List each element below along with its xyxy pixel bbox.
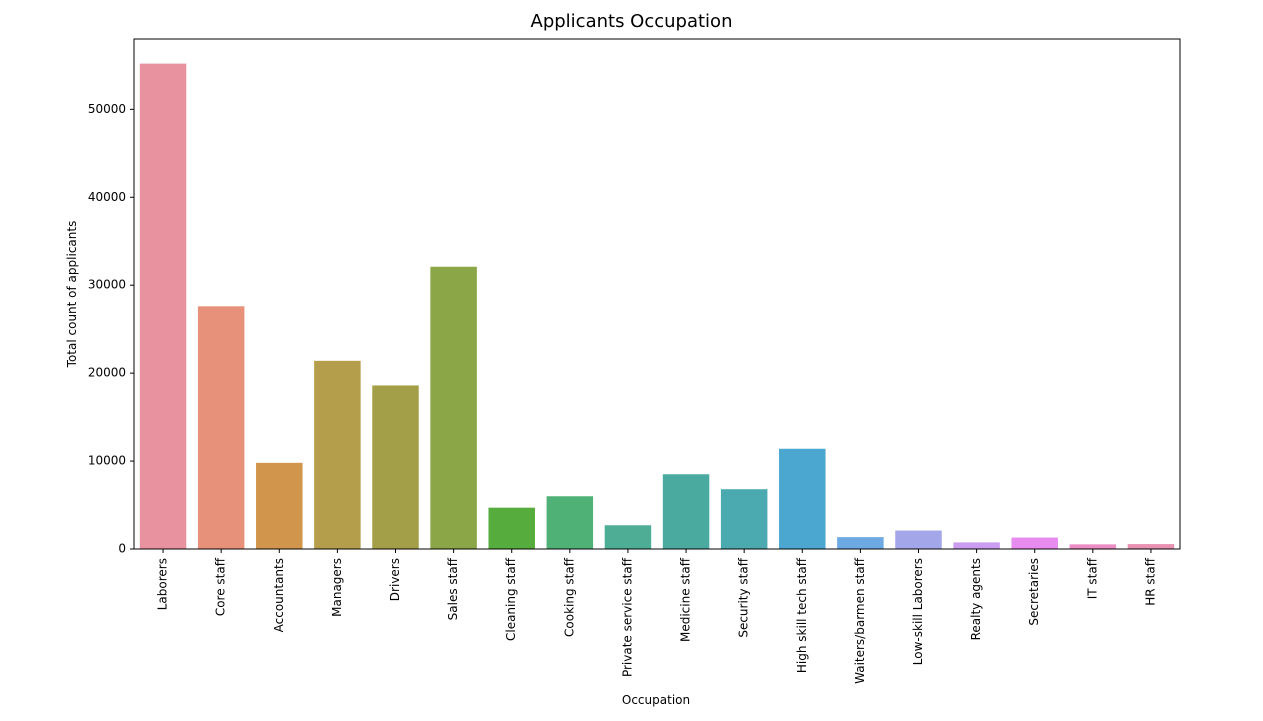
bars-layer [139,63,1175,549]
x-tick-label: Sales staff [446,557,460,620]
x-tick-label: Private service staff [620,557,634,677]
y-axis: 0 10000 20000 30000 40000 50000 [88,102,134,556]
bar [256,462,303,549]
x-tick-label: Low-skill Laborers [911,558,925,665]
y-tick-label: 50000 [88,102,126,116]
bar [1011,537,1058,549]
x-tick-label: Waiters/barmen staff [853,557,867,684]
bar [604,525,652,549]
y-tick-label: 10000 [88,454,126,468]
x-tick-label: Secretaries [1027,558,1041,626]
x-tick-label: Core staff [214,557,228,616]
chart-title: Applicants Occupation [530,11,733,32]
bar [720,489,768,549]
x-tick-label: Accountants [272,558,286,632]
y-tick-label: 30000 [88,278,126,292]
x-axis: Laborers Core staff Accountants Managers Dri… [156,549,1157,684]
x-tick-label: Cleaning staff [504,557,518,641]
bar [197,306,245,549]
x-tick-label: Cooking staff [562,557,576,637]
bar [314,360,361,549]
y-tick-label: 20000 [88,366,126,380]
bar [488,507,535,549]
x-tick-label: Medicine staff [679,557,693,642]
x-axis-label: Occupation [622,693,690,707]
bar [139,63,187,549]
bar [837,537,884,549]
bar [1127,544,1175,549]
bar [895,530,942,549]
x-tick-label: Drivers [388,558,402,601]
x-tick-label: Realty agents [969,558,983,640]
bar [546,496,594,549]
x-tick-label: High skill tech staff [795,557,809,673]
bar [779,448,826,549]
x-tick-label: IT staff [1085,557,1099,599]
plot-frame [133,38,1181,550]
bar [372,385,419,549]
bar [953,542,1000,549]
x-tick-label: HR staff [1143,557,1157,605]
bar [430,266,477,549]
x-tick-label: Laborers [156,558,170,610]
x-tick-label: Security staff [737,557,751,637]
y-axis-label: Total count of applicants [65,221,79,369]
y-tick-label: 40000 [88,190,126,204]
y-tick-label: 0 [118,542,126,556]
bar [1069,544,1117,549]
bar [662,474,710,549]
x-tick-label: Managers [330,558,344,617]
